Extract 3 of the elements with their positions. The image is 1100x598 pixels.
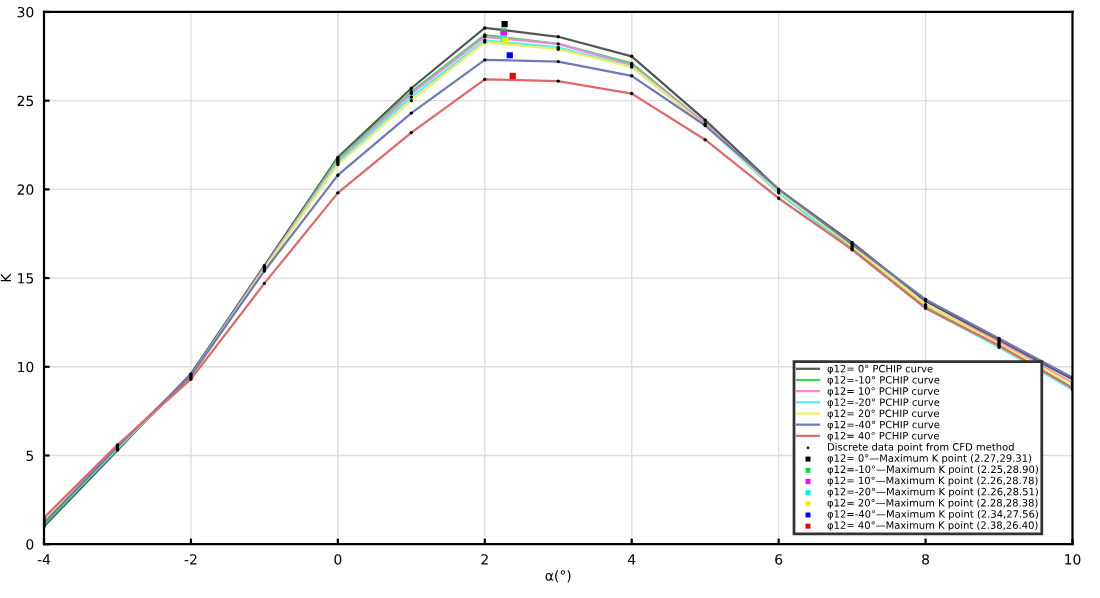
point: [509, 72, 516, 79]
point: [501, 21, 508, 28]
point: [506, 52, 513, 59]
